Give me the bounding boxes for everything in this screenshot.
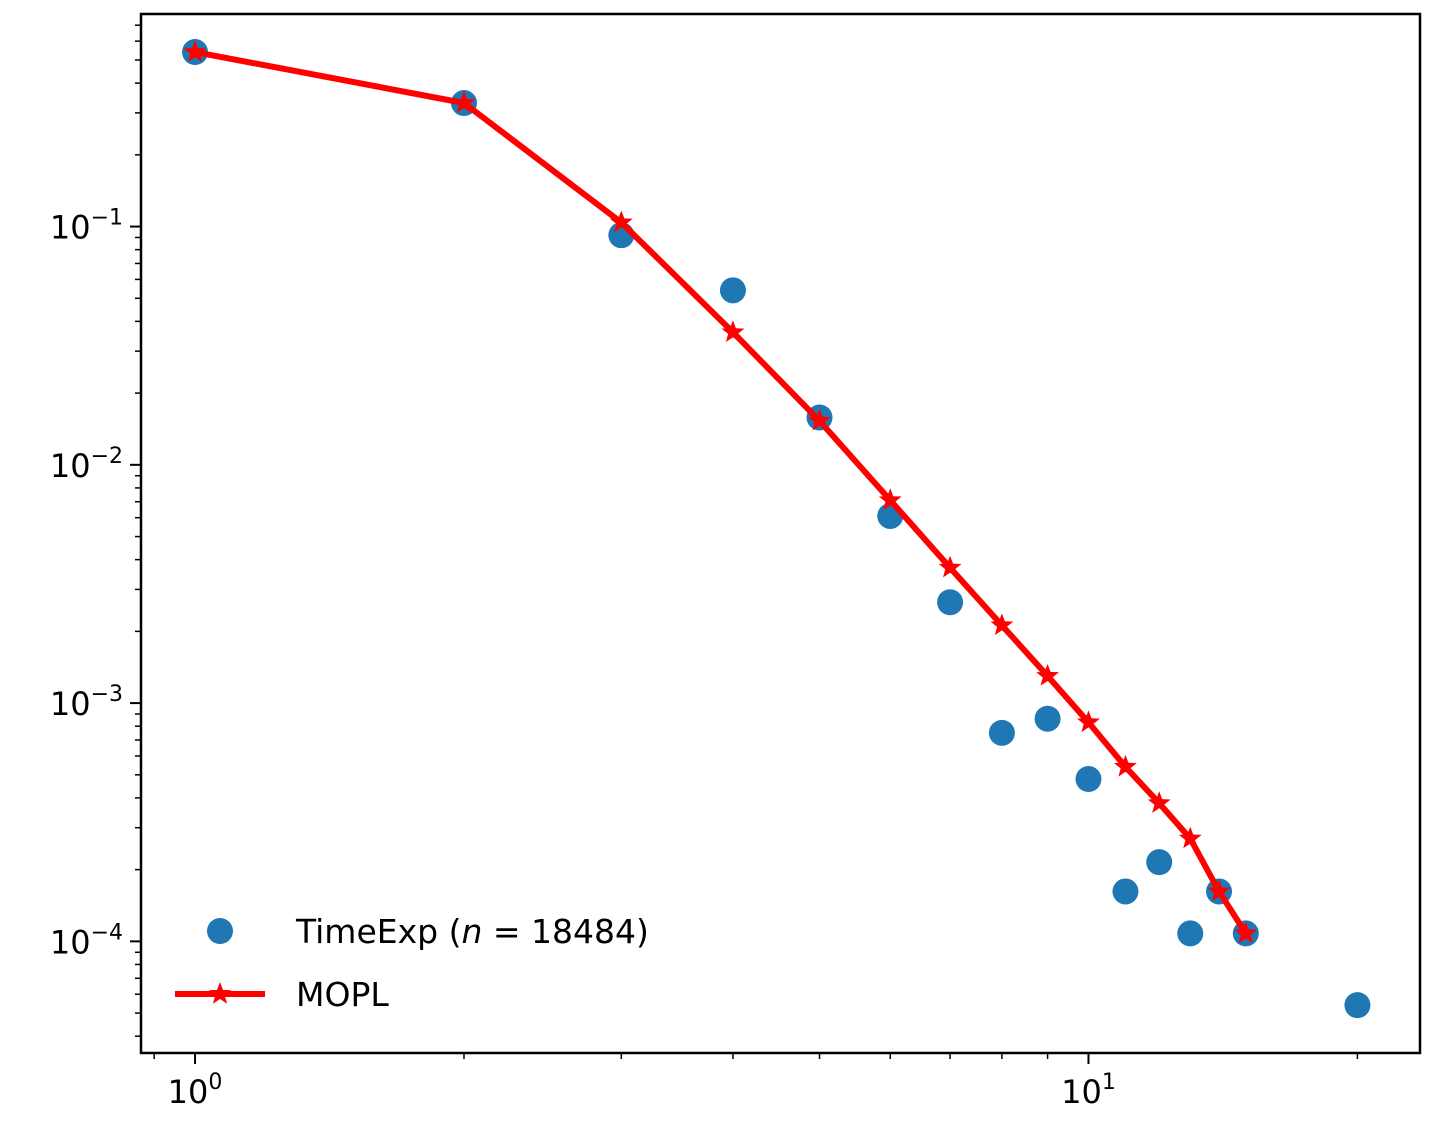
series-group (182, 39, 1371, 1019)
y-tick-label: 10−4 (50, 920, 123, 961)
scatter-point (1034, 705, 1061, 732)
y-tick-label: 10−3 (50, 682, 123, 723)
scatter-point (1344, 992, 1371, 1019)
mopl-star-marker (1147, 791, 1171, 813)
mopl-star-marker (1114, 754, 1137, 777)
legend-marker-star (208, 982, 232, 1004)
legend-star-shape (208, 982, 232, 1004)
mopl-star-marker (1036, 663, 1060, 686)
mopl-star-marker (452, 91, 476, 113)
plot-background (141, 14, 1420, 1053)
legend-label-mopl: MOPL (296, 975, 389, 1014)
y-tick-label: 10−2 (50, 444, 123, 485)
mopl-star-marker (878, 488, 902, 510)
legend: TimeExp (n = 18484) MOPL (175, 912, 649, 1014)
y-tick-label: 10−1 (50, 206, 123, 247)
scatter-point (988, 719, 1015, 746)
mopl-star-marker (1234, 921, 1258, 944)
mopl-star-marker (1207, 879, 1231, 902)
mopl-star-marker (721, 320, 745, 342)
mopl-star-marker (938, 555, 962, 578)
mopl-star-marker (609, 210, 633, 233)
mopl-star-marker (990, 613, 1014, 636)
scatter-point (1112, 878, 1139, 905)
mopl-star-marker (1077, 710, 1100, 733)
scatter-point (1146, 849, 1173, 876)
mopl-star-marker (1178, 826, 1202, 849)
legend-marker-scatter (207, 918, 233, 944)
scatter-point (937, 589, 964, 616)
plot-frame (139, 12, 1422, 1055)
x-tick-label: 101 (1061, 1070, 1116, 1111)
x-tick-label: 100 (168, 1070, 223, 1111)
legend-label-timeexp: TimeExp (n = 18484) (295, 912, 649, 951)
scatter-point (719, 277, 746, 304)
scatter-point (1075, 766, 1102, 793)
mopl-star-marker (808, 408, 831, 431)
scatter-point (1177, 920, 1204, 947)
mopl-star-marker (183, 40, 207, 62)
